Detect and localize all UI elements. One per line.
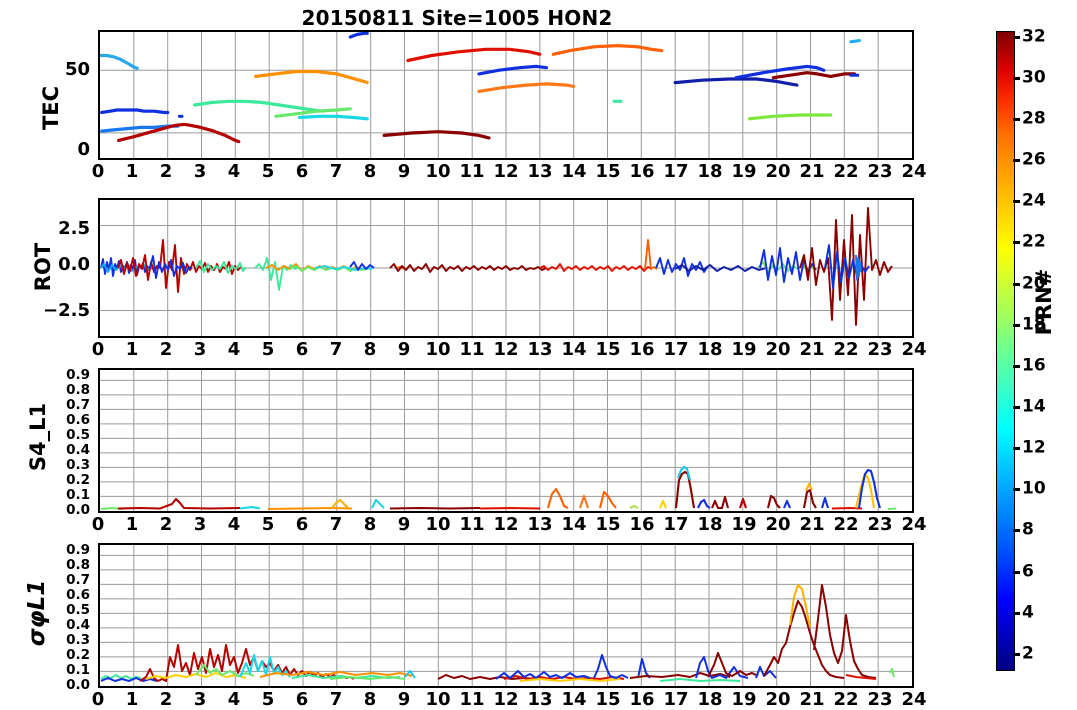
cbar-dash-22 [1013, 241, 1020, 244]
ytick-tec-50: 50 [64, 59, 90, 80]
cbar-dash-8 [1013, 529, 1020, 532]
cbar-dash-6 [1013, 571, 1020, 574]
cbar-dash-30 [1013, 77, 1020, 80]
panel-s4l1-plot [100, 370, 912, 511]
cbar-dash-4 [1013, 612, 1020, 615]
panel-sigma-phi-l1-plot [100, 545, 912, 686]
grid-tec [100, 32, 912, 158]
cbar-tick-10: 10 [1022, 478, 1046, 499]
cbar-dash-2 [1013, 653, 1020, 656]
cbar-tick-14: 14 [1022, 396, 1046, 417]
cbar-tick-28: 28 [1022, 108, 1046, 129]
cbar-tick-2: 2 [1022, 643, 1034, 664]
cbar-dash-10 [1013, 488, 1020, 491]
series-rot [100, 207, 893, 326]
cbar-tick-24: 24 [1022, 190, 1046, 211]
series-s4l1 [100, 465, 897, 511]
cbar-tick-26: 26 [1022, 149, 1046, 170]
ytick-rot-m25: −2.5 [43, 300, 90, 321]
panel-tec [98, 30, 914, 160]
cbar-dash-24 [1013, 200, 1020, 203]
colorbar-prn[interactable] [996, 31, 1015, 671]
cbar-dash-18 [1013, 324, 1020, 327]
colorbar-label: PRN# [1032, 268, 1056, 336]
cbar-dash-28 [1013, 118, 1020, 121]
ytick-tec-0: 0 [77, 139, 90, 160]
ytick-rot-0: 0.0 [58, 254, 90, 275]
cbar-tick-6: 6 [1022, 561, 1034, 582]
series-tec [100, 32, 861, 144]
cbar-tick-4: 4 [1022, 602, 1034, 623]
cbar-tick-12: 12 [1022, 437, 1046, 458]
cbar-tick-30: 30 [1022, 67, 1046, 88]
cbar-tick-16: 16 [1022, 355, 1046, 376]
cbar-dash-26 [1013, 159, 1020, 162]
panel-rot-plot [100, 200, 912, 336]
page-title: 20150811 Site=1005 HON2 [301, 6, 613, 30]
cbar-dash-12 [1013, 447, 1020, 450]
cbar-tick-18: 18 [1022, 314, 1046, 335]
cbar-dash-16 [1013, 365, 1020, 368]
grid-s4l1 [100, 370, 912, 511]
panel-s4l1 [98, 368, 914, 513]
cbar-dash-32 [1013, 36, 1020, 39]
ytick-rot-p25: 2.5 [58, 218, 90, 239]
cbar-dash-14 [1013, 406, 1020, 409]
cbar-tick-20: 20 [1022, 273, 1046, 294]
cbar-tick-22: 22 [1022, 231, 1046, 252]
grid-sigma-phi-l1 [100, 545, 912, 686]
panel-tec-plot [100, 32, 912, 158]
series-sigma-phi-l1 [100, 584, 895, 682]
panel-rot [98, 198, 914, 338]
cbar-tick-8: 8 [1022, 519, 1034, 540]
cbar-dash-20 [1013, 283, 1020, 286]
panel-sigma-phi-l1 [98, 543, 914, 688]
cbar-tick-32: 32 [1022, 26, 1046, 47]
